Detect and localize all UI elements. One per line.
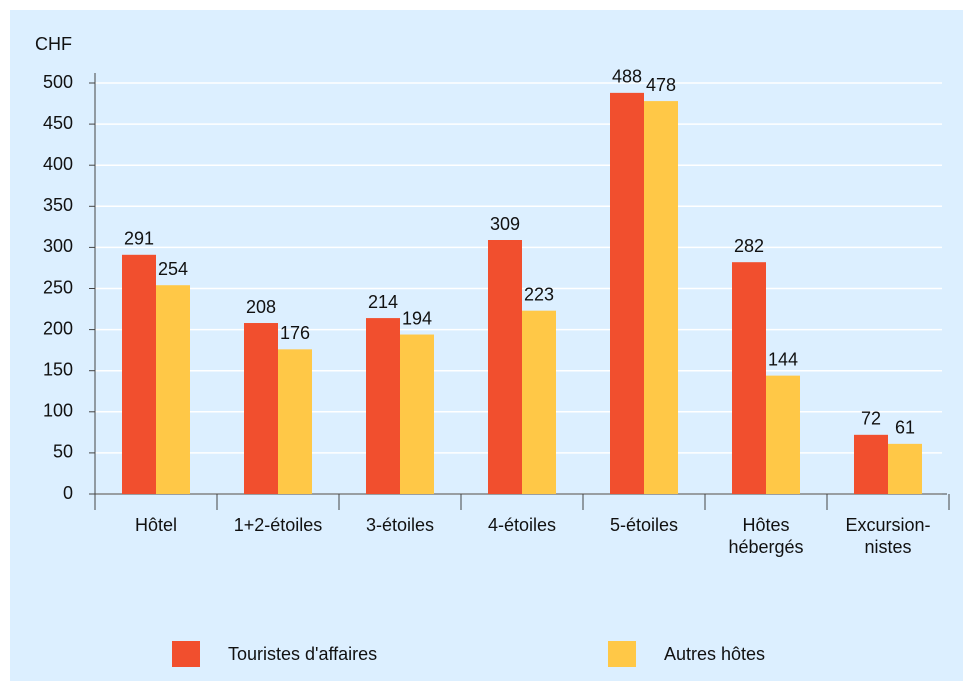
y-tick-label: 0 xyxy=(63,483,73,503)
bar xyxy=(156,285,190,494)
data-label: 254 xyxy=(158,259,188,279)
data-label: 488 xyxy=(612,67,642,87)
y-tick-label: 500 xyxy=(43,72,73,92)
x-tick-label: Excursion- nistes xyxy=(845,515,931,557)
y-tick-label: 200 xyxy=(43,318,73,338)
x-tick-label: Hôtes hébergés xyxy=(728,515,804,557)
legend-swatch xyxy=(608,641,636,667)
bar xyxy=(244,323,278,494)
x-tick-label: 3-étoiles xyxy=(365,515,435,535)
data-label: 72 xyxy=(861,409,881,429)
bar xyxy=(522,310,556,494)
legend-label: Touristes d'affaires xyxy=(228,644,377,664)
data-label: 478 xyxy=(646,75,676,95)
y-tick-label: 150 xyxy=(43,359,73,379)
y-tick-label: 350 xyxy=(43,195,73,215)
data-label: 208 xyxy=(246,297,276,317)
bar xyxy=(400,334,434,494)
bar xyxy=(854,434,888,494)
x-tick-label: 1+2-étoiles xyxy=(233,515,323,535)
bar xyxy=(278,349,312,494)
data-label: 194 xyxy=(402,308,432,328)
y-axis-label: CHF xyxy=(35,34,72,54)
legend-swatch xyxy=(172,641,200,667)
y-tick-label: 300 xyxy=(43,236,73,256)
data-label: 309 xyxy=(490,214,520,234)
data-label: 291 xyxy=(124,229,154,249)
y-tick-label: 450 xyxy=(43,113,73,133)
x-tick-label: 4-étoiles xyxy=(487,515,557,535)
bar xyxy=(888,443,922,494)
data-label: 223 xyxy=(524,284,554,304)
y-tick-label: 250 xyxy=(43,277,73,297)
data-label: 214 xyxy=(368,292,398,312)
x-tick-label: Hôtel xyxy=(134,515,178,535)
bar xyxy=(488,240,522,494)
bar xyxy=(644,101,678,495)
bar xyxy=(766,375,800,494)
legend-label: Autres hôtes xyxy=(664,644,765,664)
bar xyxy=(610,92,644,494)
bar xyxy=(366,318,400,494)
bar xyxy=(732,262,766,494)
data-label: 282 xyxy=(734,236,764,256)
data-label: 144 xyxy=(768,349,798,369)
bar xyxy=(122,254,156,494)
y-tick-label: 50 xyxy=(53,442,73,462)
y-tick-label: 100 xyxy=(43,401,73,421)
x-tick-label: 5-étoiles xyxy=(609,515,679,535)
data-label: 61 xyxy=(895,418,915,438)
data-label: 176 xyxy=(280,323,310,343)
y-tick-label: 400 xyxy=(43,154,73,174)
